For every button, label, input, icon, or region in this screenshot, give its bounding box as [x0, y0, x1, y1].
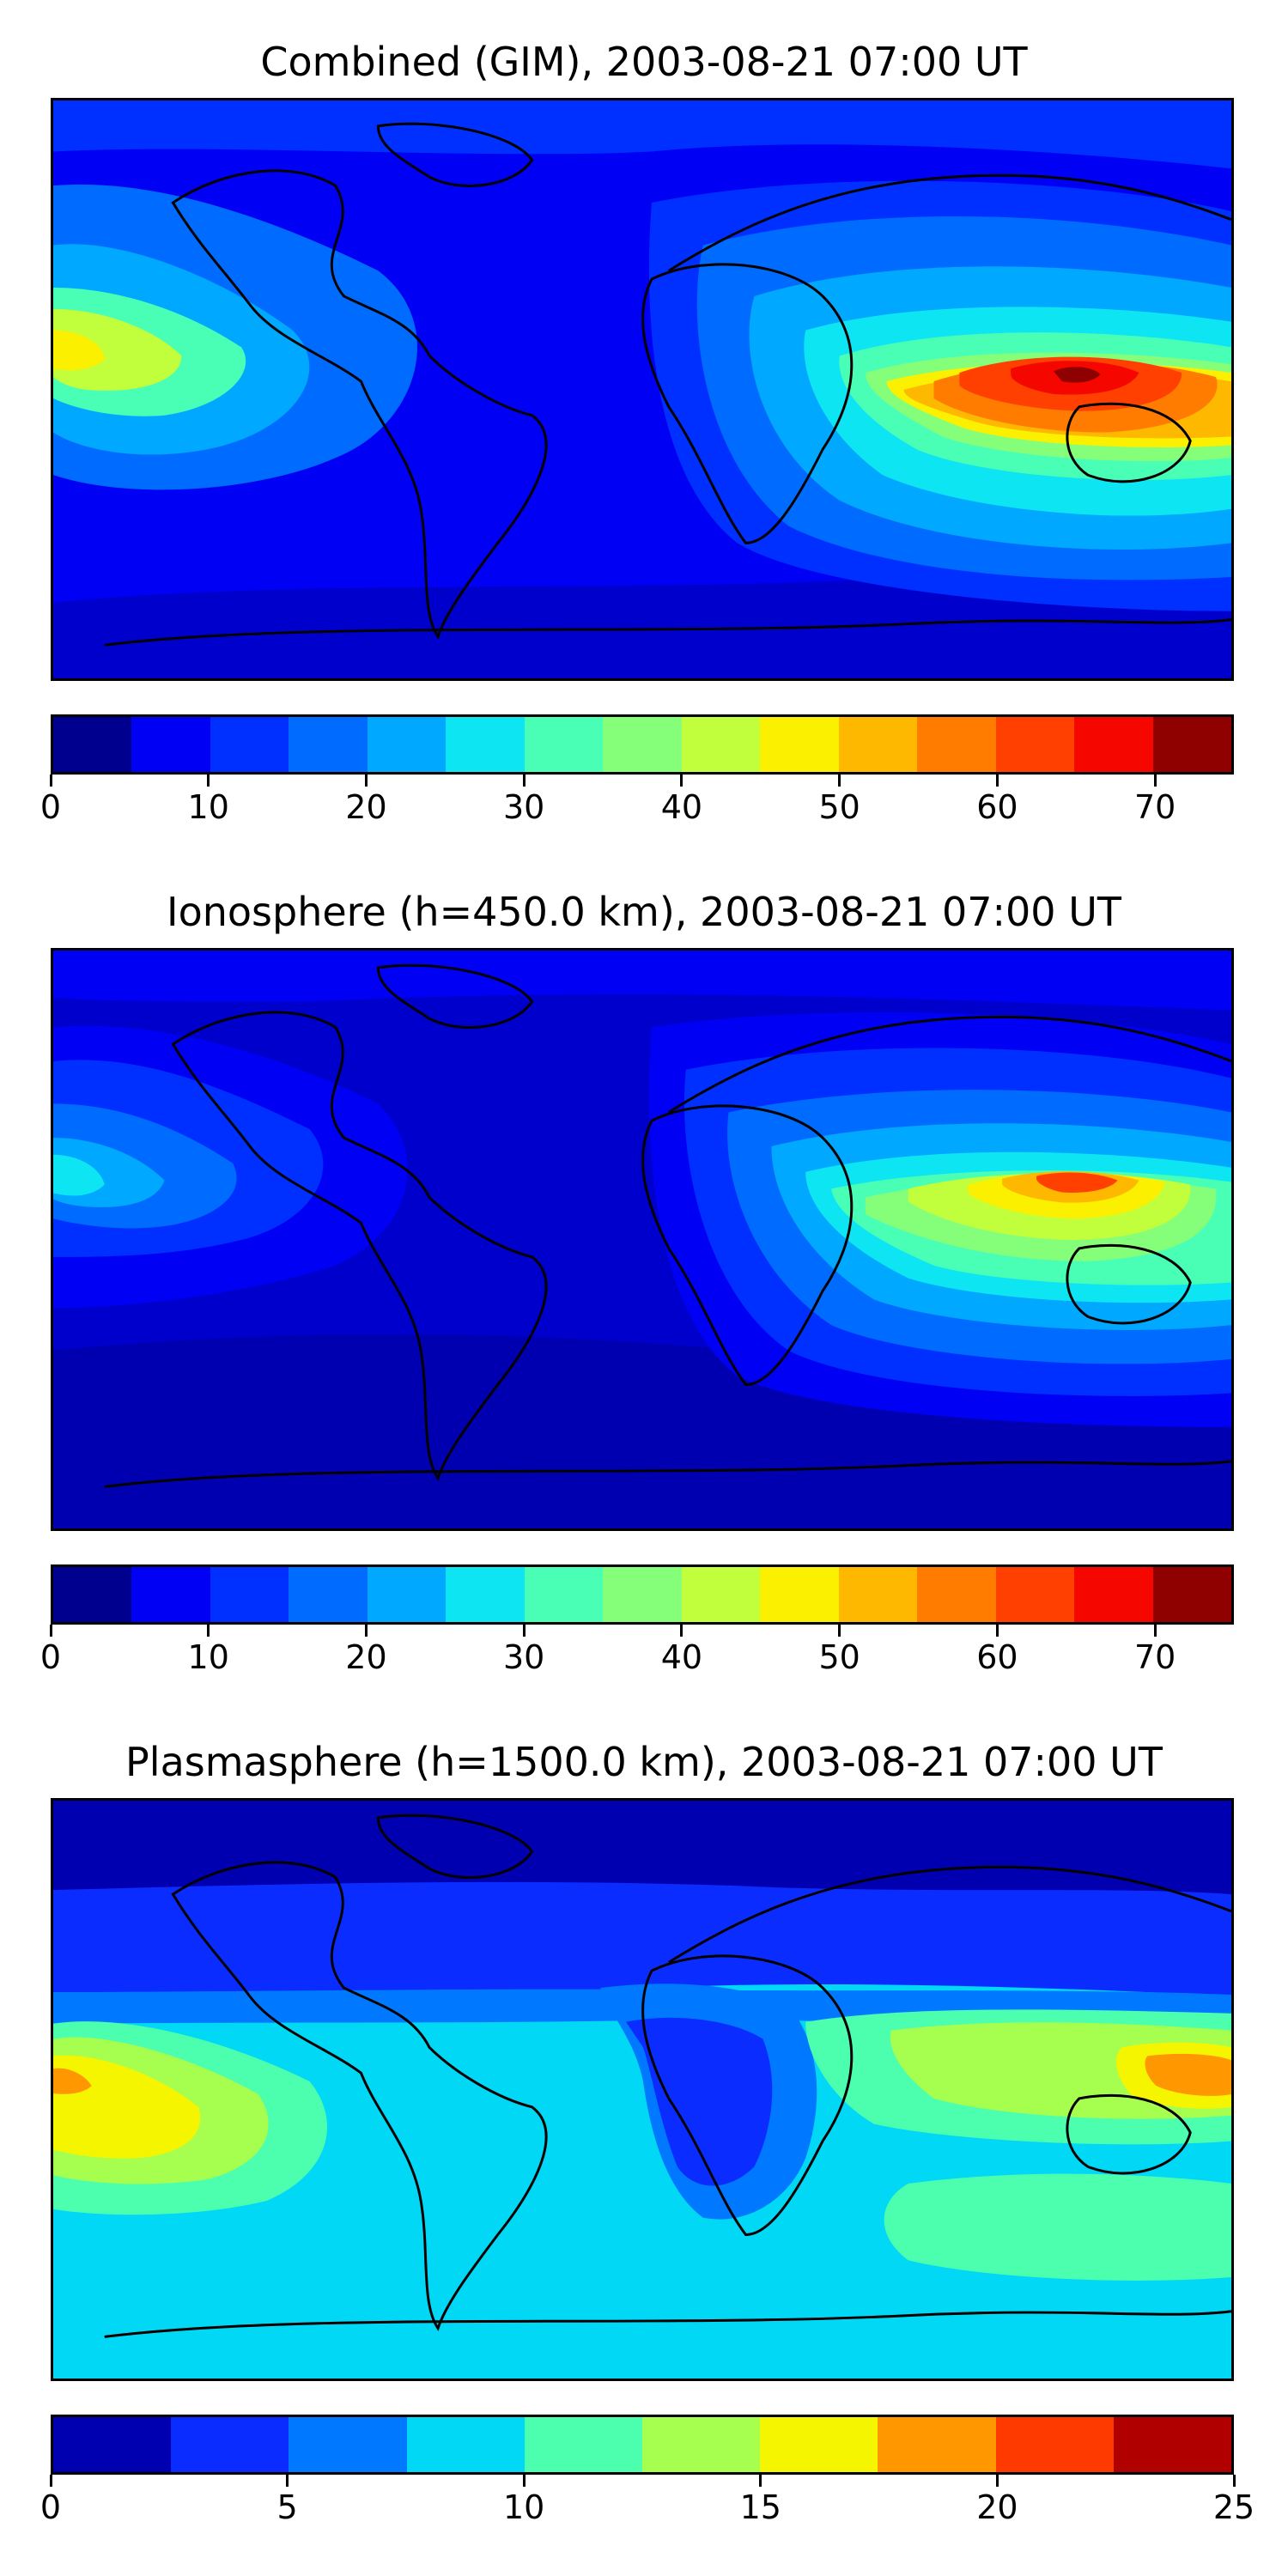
colorbar-segment — [995, 2417, 1114, 2472]
colorbar-segment — [53, 717, 132, 772]
colorbar-segment — [446, 1567, 525, 1622]
colorbar-tick-label: 20 — [345, 788, 387, 826]
ionosphere-map — [51, 948, 1234, 1531]
colorbar-tick-label: 50 — [818, 788, 860, 826]
plasmasphere-contour-field — [53, 1801, 1231, 2379]
colorbar-segment — [289, 1567, 368, 1622]
colorbar-segment — [524, 2417, 643, 2472]
colorbar-segment — [838, 1567, 918, 1622]
colorbar-segment — [1152, 717, 1232, 772]
colorbar-segment — [1074, 1567, 1153, 1622]
colorbar-tick-label: 40 — [660, 1638, 703, 1676]
colorbar-tick — [1232, 2475, 1236, 2487]
plasmasphere-map — [51, 1798, 1234, 2381]
colorbar-segment — [917, 1567, 996, 1622]
colorbar-tick-label: 15 — [739, 2488, 781, 2526]
colorbar-segment — [131, 717, 210, 772]
colorbar-segment — [1074, 717, 1153, 772]
colorbar-segment — [131, 1567, 210, 1622]
colorbar-tick-label: 10 — [503, 2488, 545, 2526]
colorbar-segment — [171, 2417, 289, 2472]
colorbar-tick — [522, 775, 526, 787]
colorbar-tick — [995, 2475, 999, 2487]
colorbar-tick — [995, 1625, 999, 1637]
colorbar-tick — [286, 2475, 289, 2487]
colorbar-segment — [289, 2417, 407, 2472]
colorbar-segment — [367, 1567, 447, 1622]
colorbar-tick — [364, 775, 368, 787]
combined-gim-colorbar — [51, 714, 1234, 775]
colorbar-segment — [289, 717, 368, 772]
colorbar-tick-label: 40 — [660, 788, 703, 826]
plasmasphere-colorbar — [51, 2415, 1234, 2475]
colorbar-segment — [210, 1567, 289, 1622]
ionosphere-colorbar-ticks: 0 10 20 30 40 50 60 70 — [40, 1625, 1234, 1676]
colorbar-tick — [207, 1625, 210, 1637]
combined-gim-contour-field — [53, 100, 1231, 678]
combined-gim-colorbar-ticks: 0 10 20 30 40 50 60 70 — [40, 775, 1234, 826]
colorbar-tick-label: 25 — [1212, 2488, 1255, 2526]
colorbar-tick-label: 5 — [276, 2488, 298, 2526]
combined-gim-map — [51, 98, 1234, 681]
colorbar-tick-label: 50 — [818, 1638, 860, 1676]
colorbar-tick — [838, 1625, 841, 1637]
colorbar-segment — [367, 717, 447, 772]
colorbar-tick-label: 0 — [39, 2488, 62, 2526]
colorbar-tick — [364, 1625, 368, 1637]
colorbar-tick — [1153, 1625, 1157, 1637]
colorbar-segment — [878, 2417, 996, 2472]
colorbar-segment — [53, 1567, 132, 1622]
colorbar-tick-label: 0 — [39, 788, 62, 826]
colorbar-tick — [522, 1625, 526, 1637]
colorbar-tick — [680, 1625, 683, 1637]
colorbar-segment — [681, 717, 761, 772]
colorbar-segment — [995, 1567, 1075, 1622]
colorbar-tick-label: 20 — [976, 2488, 1018, 2526]
colorbar-segment — [53, 2417, 172, 2472]
ionosphere-title: Ionosphere (h=450.0 km), 2003-08-21 07:0… — [167, 889, 1121, 935]
ionosphere-contour-field — [53, 951, 1231, 1528]
colorbar-tick-label: 60 — [976, 1638, 1018, 1676]
colorbar-tick-label: 30 — [503, 788, 545, 826]
colorbar-tick — [838, 775, 841, 787]
colorbar-segment — [760, 2417, 878, 2472]
colorbar-tick-label: 10 — [187, 1638, 229, 1676]
colorbar-segment — [406, 2417, 525, 2472]
colorbar-segment — [603, 717, 682, 772]
colorbar-tick — [522, 2475, 526, 2487]
colorbar-tick-label: 70 — [1133, 1638, 1176, 1676]
colorbar-segment — [642, 2417, 761, 2472]
colorbar-tick — [759, 2475, 762, 2487]
colorbar-segment — [1152, 1567, 1232, 1622]
ionosphere-colorbar — [51, 1564, 1234, 1625]
colorbar-tick-label: 20 — [345, 1638, 387, 1676]
colorbar-segment — [760, 717, 839, 772]
colorbar-segment — [446, 717, 525, 772]
colorbar-segment — [1113, 2417, 1232, 2472]
colorbar-tick-label: 30 — [503, 1638, 545, 1676]
colorbar-segment — [210, 717, 289, 772]
colorbar-segment — [917, 717, 996, 772]
colorbar-tick — [49, 1625, 52, 1637]
colorbar-tick — [49, 2475, 52, 2487]
colorbar-segment — [760, 1567, 839, 1622]
colorbar-tick-label: 70 — [1133, 788, 1176, 826]
colorbar-segment — [995, 717, 1075, 772]
plasmasphere-title: Plasmasphere (h=1500.0 km), 2003-08-21 0… — [125, 1739, 1163, 1785]
colorbar-segment — [838, 717, 918, 772]
colorbar-tick-label: 0 — [39, 1638, 62, 1676]
colorbar-tick-label: 60 — [976, 788, 1018, 826]
colorbar-tick — [1153, 775, 1157, 787]
colorbar-segment — [603, 1567, 682, 1622]
combined-gim-title: Combined (GIM), 2003-08-21 07:00 UT — [260, 39, 1028, 85]
colorbar-segment — [681, 1567, 761, 1622]
colorbar-tick-label: 10 — [187, 788, 229, 826]
colorbar-tick — [995, 775, 999, 787]
colorbar-segment — [524, 717, 604, 772]
colorbar-tick — [49, 775, 52, 787]
plasmasphere-colorbar-ticks: 0 5 10 15 20 25 — [40, 2475, 1255, 2526]
colorbar-tick — [207, 775, 210, 787]
colorbar-segment — [524, 1567, 604, 1622]
colorbar-tick — [680, 775, 683, 787]
